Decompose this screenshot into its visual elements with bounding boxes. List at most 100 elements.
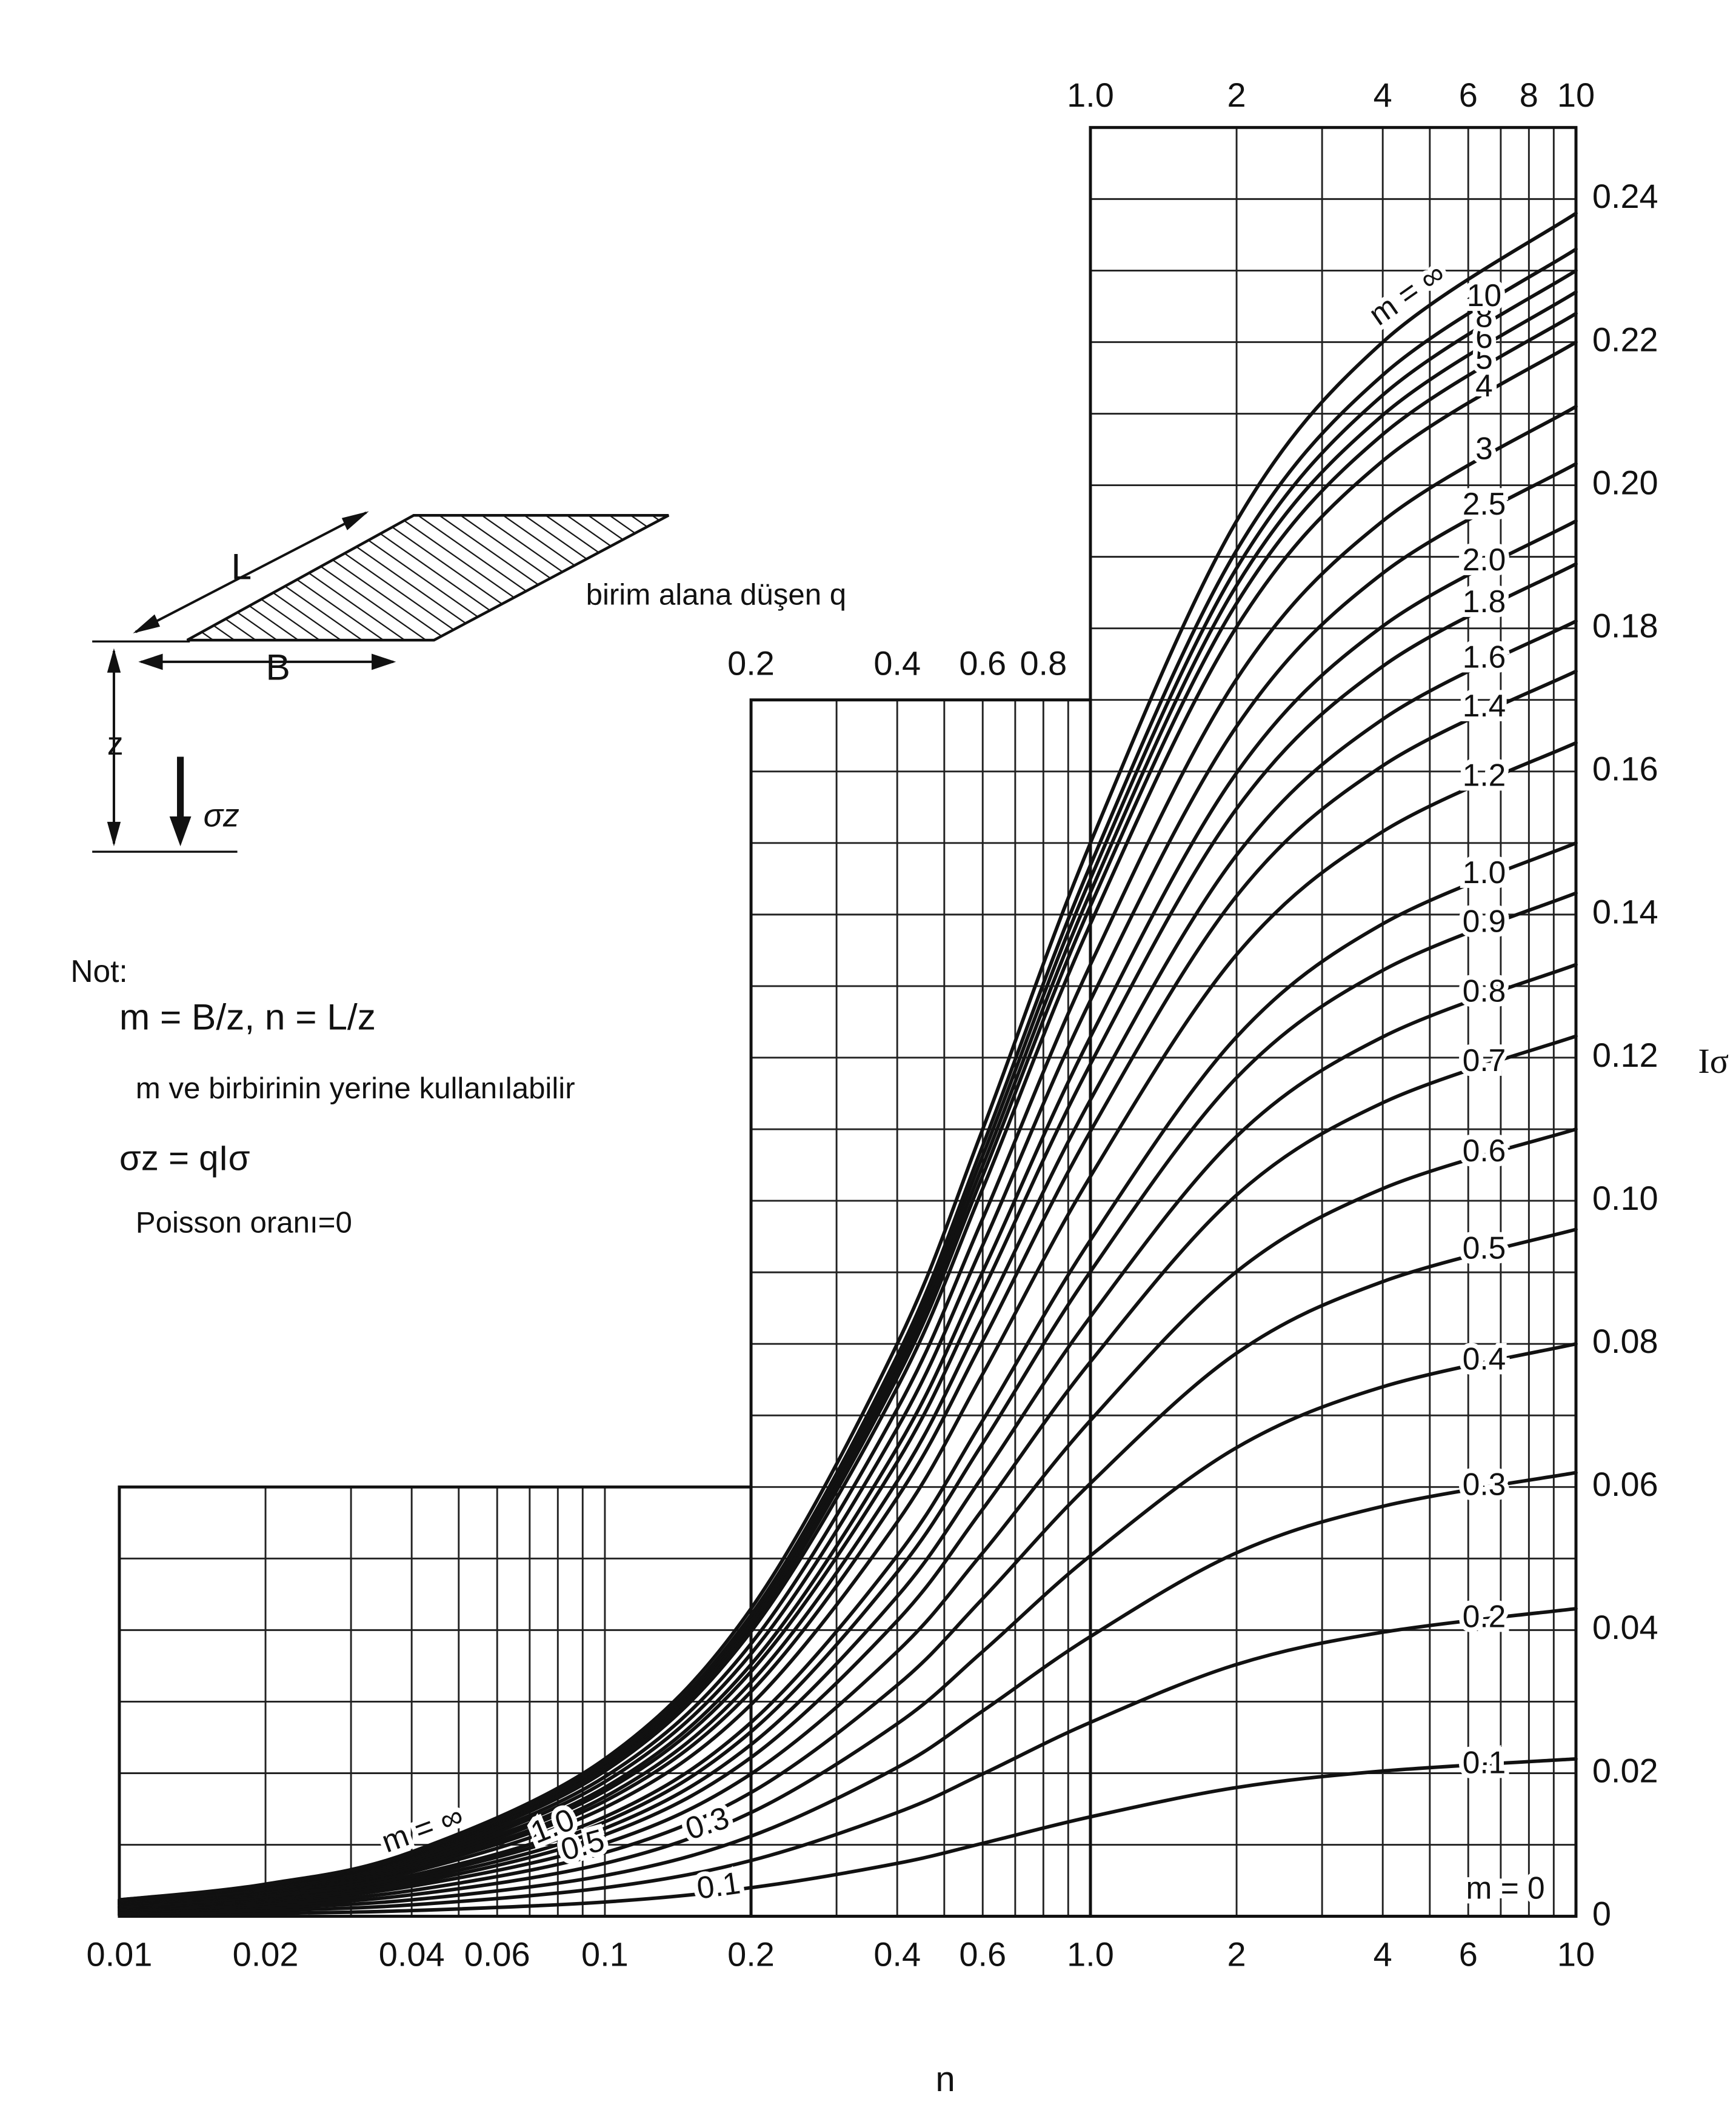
curve-label: 1.8 xyxy=(1463,584,1506,619)
x-tick-label: 0.04 xyxy=(379,1935,445,1973)
arrow-head xyxy=(107,648,121,673)
load-label: birim alana düşen q xyxy=(586,578,847,611)
curve-label: 0.7 xyxy=(1463,1043,1506,1078)
x-tick-label: 0.2 xyxy=(727,1935,775,1973)
note-heading: Not: xyxy=(70,953,127,989)
annotation: m = 0 xyxy=(1466,1870,1545,1906)
note-definition: m = B/z, n = L/z xyxy=(119,996,376,1038)
length-arrow xyxy=(135,511,367,633)
x-tick-label-top: 0.8 xyxy=(1020,644,1067,682)
x-tick-label-top: 6 xyxy=(1459,76,1478,114)
x-tick-label: 4 xyxy=(1374,1935,1392,1973)
x-tick-label: 0.4 xyxy=(873,1935,921,1973)
curve-label: 3 xyxy=(1475,431,1493,466)
y-tick-label: 0.24 xyxy=(1592,177,1658,215)
x-tick-label: 0.06 xyxy=(464,1935,530,1973)
y-tick-label: 0.16 xyxy=(1592,750,1658,788)
curve xyxy=(117,669,1578,1906)
load-diagram: L B z σz birim alana düşen q xyxy=(92,511,847,853)
curve-label: 0.3 xyxy=(1463,1466,1506,1501)
x-tick-label-top: 0.6 xyxy=(959,644,1006,682)
x-tick-label: 2 xyxy=(1227,1935,1246,1973)
curve xyxy=(117,404,1578,1904)
arrow-head xyxy=(133,614,161,633)
x-tick-label: 0.6 xyxy=(959,1935,1006,1973)
x-tick-label-top: 0.4 xyxy=(873,644,921,682)
curve xyxy=(117,312,1578,1903)
x-tick-label-top: 1.0 xyxy=(1067,76,1114,114)
x-axis-label: n xyxy=(935,2060,955,2099)
arrow-head xyxy=(169,816,192,847)
curve-label: 0.9 xyxy=(1463,903,1506,938)
x-tick-label-top: 10 xyxy=(1557,76,1595,114)
loaded-area xyxy=(186,514,670,642)
curve-label: 0.6 xyxy=(1463,1133,1506,1168)
x-tick-label: 6 xyxy=(1459,1935,1478,1973)
note-formula: σz = qIσ xyxy=(119,1139,250,1178)
x-tick-label: 0.1 xyxy=(581,1935,629,1973)
curve-label: 0.8 xyxy=(1463,973,1506,1008)
stress-label: σz xyxy=(204,797,239,833)
curve-label: 0.2 xyxy=(1463,1598,1506,1633)
arrow-head xyxy=(372,653,396,670)
curve xyxy=(117,1470,1578,1914)
arrow-head xyxy=(341,511,369,530)
x-tick-label-top: 4 xyxy=(1374,76,1392,114)
x-tick-label-top: 8 xyxy=(1520,76,1538,114)
curve-label: 10 xyxy=(1467,278,1501,313)
y-tick-label: 0.04 xyxy=(1592,1608,1658,1646)
length-label: L xyxy=(231,546,252,587)
curve xyxy=(117,462,1578,1904)
y-tick-label: 0.18 xyxy=(1592,606,1658,644)
curve xyxy=(117,1342,1578,1913)
curve xyxy=(117,1034,1578,1910)
curve-label: 1.2 xyxy=(1463,758,1506,793)
curve-label: 1.0 xyxy=(1463,855,1506,890)
curve xyxy=(117,1757,1578,1917)
arrow-head xyxy=(138,653,163,670)
curve-label: 1.4 xyxy=(1463,688,1506,723)
x-tick-label: 0.01 xyxy=(86,1935,152,1973)
y-tick-label: 0 xyxy=(1592,1894,1611,1932)
curve xyxy=(117,963,1578,1909)
curve-label: 2.5 xyxy=(1463,486,1506,521)
curves xyxy=(117,212,1578,1917)
x-tick-label: 10 xyxy=(1557,1935,1595,1973)
y-tick-label: 0.12 xyxy=(1592,1036,1658,1074)
notes: Not: m = B/z, n = L/z m ve birbirinin ye… xyxy=(70,953,575,1239)
curve-label: 0.5 xyxy=(1463,1230,1506,1266)
curve xyxy=(117,212,1578,1902)
grid-region xyxy=(1089,125,1578,1918)
width-label: B xyxy=(266,646,290,687)
note-poisson: Poisson oranı=0 xyxy=(136,1206,352,1239)
y-tick-label: 0.14 xyxy=(1592,893,1658,931)
y-axis-label: Iσ xyxy=(1698,1041,1729,1081)
note-swap: m ve birbirinin yerine kullanılabilir xyxy=(136,1072,575,1105)
depth-label: z xyxy=(107,726,124,762)
x-tick-label: 1.0 xyxy=(1067,1935,1114,1973)
arrow-head xyxy=(107,821,121,847)
curve xyxy=(117,1607,1578,1915)
curve-label: 0.1 xyxy=(1463,1744,1506,1780)
labels: 0.01 0.02 0.04 0.06 0.1 0.2 0.4 0.6 1.0 2 4 6 100.2 0… xyxy=(86,76,1658,1974)
curve xyxy=(117,562,1578,1906)
x-tick-label: 0.02 xyxy=(233,1935,299,1973)
y-tick-label: 0.22 xyxy=(1592,320,1658,358)
curve-label: 0.1 xyxy=(695,1865,743,1906)
x-tick-label-top: 0.2 xyxy=(727,644,775,682)
curve-label: 1.6 xyxy=(1463,639,1506,675)
curve xyxy=(117,891,1578,1908)
curve xyxy=(117,619,1578,1906)
curve xyxy=(117,741,1578,1907)
curve-label: 0.4 xyxy=(1463,1341,1506,1377)
y-tick-label: 0.08 xyxy=(1592,1322,1658,1360)
curve-label: 2.0 xyxy=(1463,542,1506,577)
x-tick-label-top: 2 xyxy=(1227,76,1246,114)
y-tick-label: 0.10 xyxy=(1592,1179,1658,1217)
y-tick-label: 0.02 xyxy=(1592,1751,1658,1789)
curve xyxy=(117,519,1578,1905)
y-tick-label: 0.20 xyxy=(1592,463,1658,501)
y-tick-label: 0.06 xyxy=(1592,1465,1658,1503)
curve xyxy=(117,841,1578,1908)
